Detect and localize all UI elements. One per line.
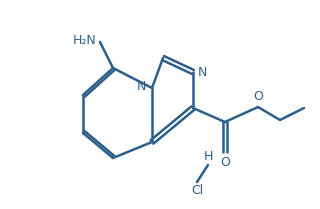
- Text: O: O: [253, 90, 263, 103]
- Text: N: N: [198, 65, 207, 79]
- Text: Cl: Cl: [191, 184, 203, 197]
- Text: H₂N: H₂N: [72, 34, 96, 47]
- Text: H: H: [203, 150, 213, 163]
- Text: O: O: [220, 156, 230, 169]
- Text: N: N: [137, 80, 146, 93]
